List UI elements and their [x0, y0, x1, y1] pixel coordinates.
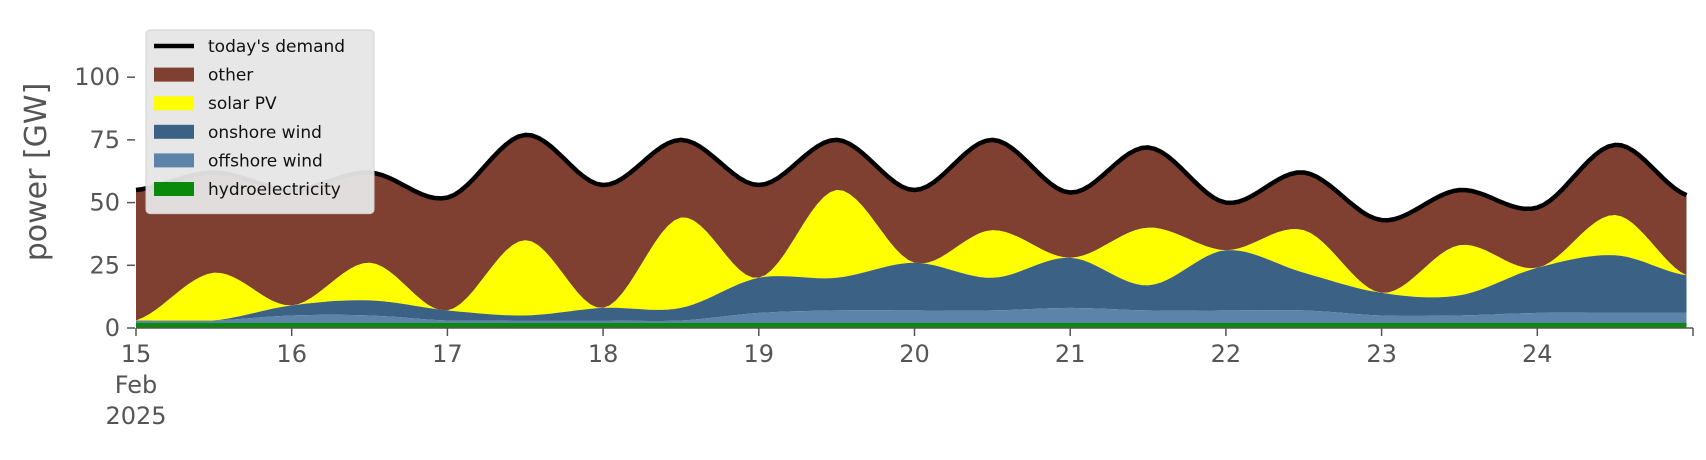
- area-other: [136, 134, 1687, 321]
- y-tick-label: 50: [89, 189, 120, 217]
- legend-label: hydroelectricity: [208, 180, 341, 200]
- x-tick-sublabel: 2025: [105, 402, 166, 430]
- legend-label: other: [208, 66, 253, 86]
- y-axis-label: power [GW]: [19, 83, 54, 262]
- x-tick-label: 15: [121, 340, 152, 368]
- area-offshore-wind: [136, 307, 1687, 323]
- legend-label: today's demand: [208, 37, 345, 57]
- legend-swatch: [154, 153, 194, 168]
- legend-swatch: [154, 67, 194, 82]
- legend-swatch: [154, 124, 194, 139]
- legend: today's demand other solar PV onshore wind o…: [145, 29, 375, 215]
- x-tick-label: 17: [432, 340, 463, 368]
- x-tick-label: 16: [276, 340, 307, 368]
- y-tick-label: 0: [105, 314, 120, 342]
- x-tick-label: 21: [1055, 340, 1086, 368]
- x-tick-sublabel: Feb: [115, 371, 158, 399]
- x-tick-label: 23: [1366, 340, 1397, 368]
- legend-box: [145, 29, 375, 215]
- y-tick-label: 100: [74, 63, 120, 91]
- area-hydroelectricity: [136, 323, 1687, 328]
- area-onshore-wind: [136, 250, 1687, 322]
- legend-label: solar PV: [208, 94, 277, 114]
- legend-swatch: [154, 96, 194, 111]
- x-tick-label: 24: [1522, 340, 1553, 368]
- y-tick-label: 25: [89, 251, 120, 279]
- area-layers: [136, 134, 1687, 328]
- demand-line-layer: [135, 132, 1688, 223]
- area-solar-pv: [136, 190, 1687, 322]
- line-todays-demand: [135, 132, 1688, 223]
- legend-label: onshore wind: [208, 123, 322, 143]
- y-tick-label: 75: [89, 126, 120, 154]
- x-tick-label: 20: [899, 340, 930, 368]
- x-tick-label: 22: [1211, 340, 1242, 368]
- x-tick-label: 19: [744, 340, 775, 368]
- y-ticks: 0 25 50 75 100: [74, 63, 135, 342]
- x-tick-label: 18: [588, 340, 619, 368]
- x-ticks: 15 Feb 2025 16 17 18 19 20 21 22 23 24: [105, 328, 1694, 430]
- legend-swatch: [154, 182, 194, 196]
- legend-label: offshore wind: [208, 151, 323, 171]
